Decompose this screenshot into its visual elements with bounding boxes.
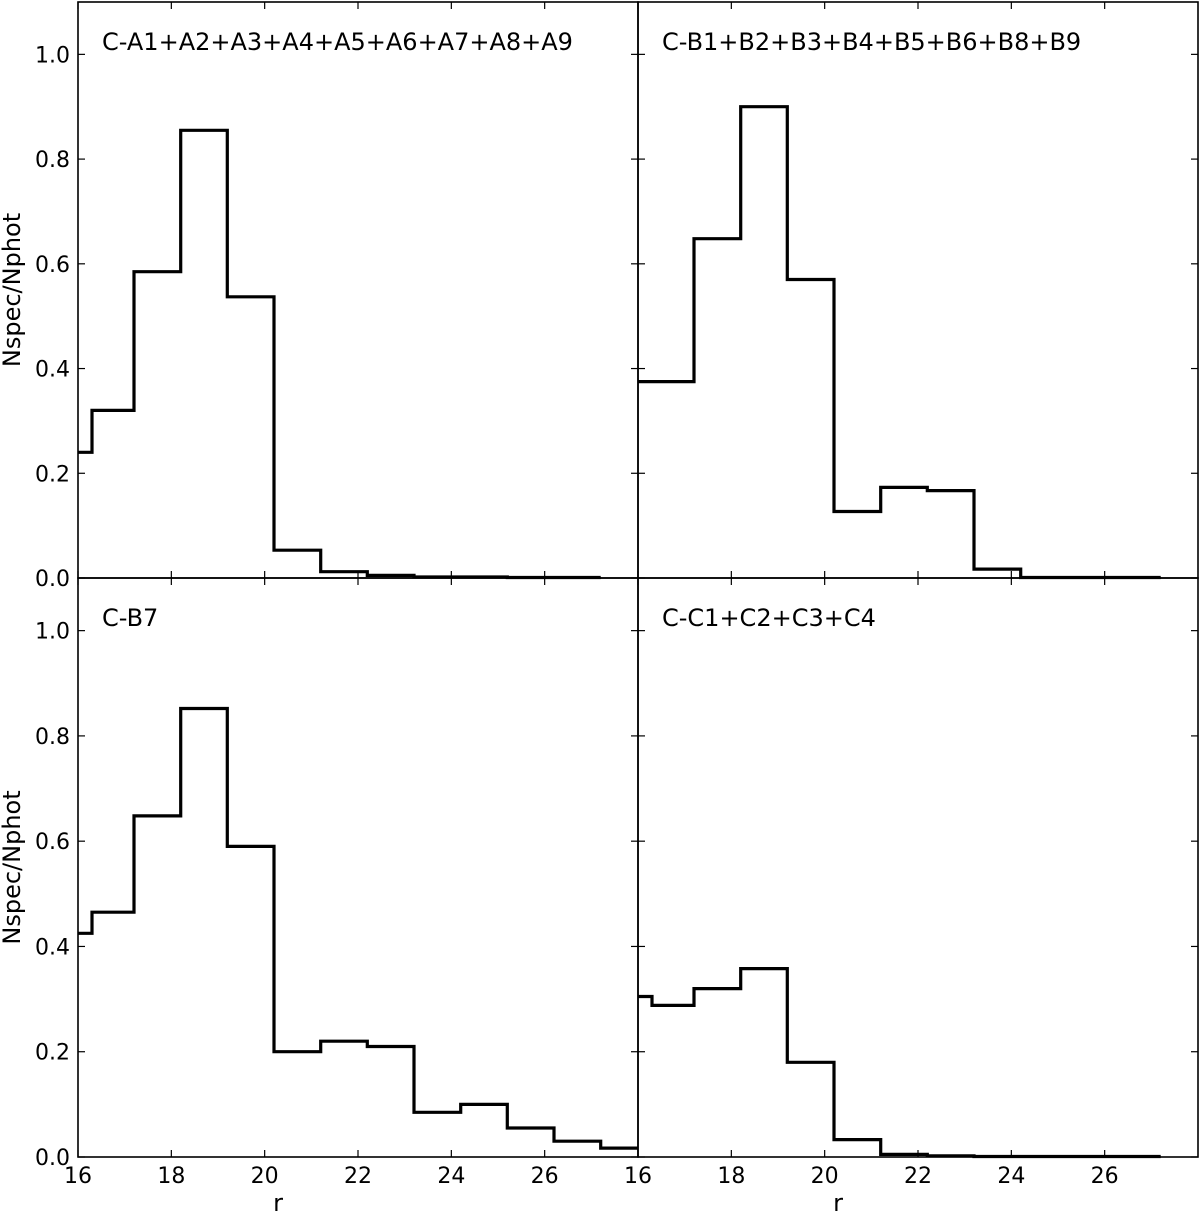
y-axis-label: Nspec/Nphot: [0, 213, 26, 367]
y-tick-label: 0.4: [35, 358, 70, 383]
panel-2: C-B1+B2+B3+B4+B5+B6+B8+B9: [637, 1, 1199, 580]
x-tick-label: 24: [997, 1164, 1025, 1189]
histogram-line: [638, 105, 1161, 580]
y-tick-label: 0.6: [35, 253, 70, 278]
x-tick-label: 16: [64, 1164, 92, 1189]
y-tick-label: 0.0: [35, 567, 70, 592]
axes-frame: [637, 1, 1199, 579]
panel-title: C-A1+A2+A3+A4+A5+A6+A7+A8+A9: [102, 28, 573, 56]
y-tick-label: 1.0: [35, 43, 70, 68]
histogram-line: [78, 128, 601, 580]
x-tick-label: 20: [811, 1164, 839, 1189]
y-tick-label: 0.8: [35, 725, 70, 750]
panel-title: C-B7: [102, 604, 158, 632]
x-tick-label: 24: [437, 1164, 465, 1189]
y-tick-label: 0.2: [35, 462, 70, 487]
axes-frame: [637, 577, 1199, 1158]
x-tick-label: 18: [717, 1164, 745, 1189]
panel-3: 16 18 20 22 24 26 0.0 0.2 0.4 0.6 0.8 1.0 C-B7 Nspec/…: [0, 577, 639, 1217]
x-tick-label: 20: [251, 1164, 279, 1189]
histogram-line: [638, 967, 1161, 1159]
axes-frame: [77, 577, 639, 1158]
panel-4: 16 18 20 22 24 26 C-C1+C2+C3+C4 r: [624, 577, 1199, 1217]
y-tick-label: 0.2: [35, 1041, 70, 1066]
panel-1: 0.0 0.2 0.4 0.6 0.8 1.0 C-A1+A2+A3+A4+A5+A6+A7…: [0, 1, 639, 592]
x-tick-label: 22: [904, 1164, 932, 1189]
panel-title: C-C1+C2+C3+C4: [662, 604, 876, 632]
panel-title: C-B1+B2+B3+B4+B5+B6+B8+B9: [662, 28, 1081, 56]
y-tick-label: 0.4: [35, 935, 70, 960]
y-tick-label: 0.0: [35, 1146, 70, 1171]
x-axis-label: r: [273, 1189, 283, 1217]
histogram-line: [78, 706, 638, 1150]
x-tick-label: 26: [531, 1164, 559, 1189]
y-axis-label: Nspec/Nphot: [0, 790, 26, 944]
y-tick-label: 1.0: [35, 620, 70, 645]
x-tick-label: 16: [624, 1164, 652, 1189]
y-tick-label: 0.6: [35, 830, 70, 855]
x-axis-label: r: [833, 1189, 843, 1217]
x-tick-label: 18: [157, 1164, 185, 1189]
x-tick-label: 22: [344, 1164, 372, 1189]
x-tick-label: 26: [1091, 1164, 1119, 1189]
axes-frame: [77, 1, 639, 579]
y-tick-label: 0.8: [35, 148, 70, 173]
